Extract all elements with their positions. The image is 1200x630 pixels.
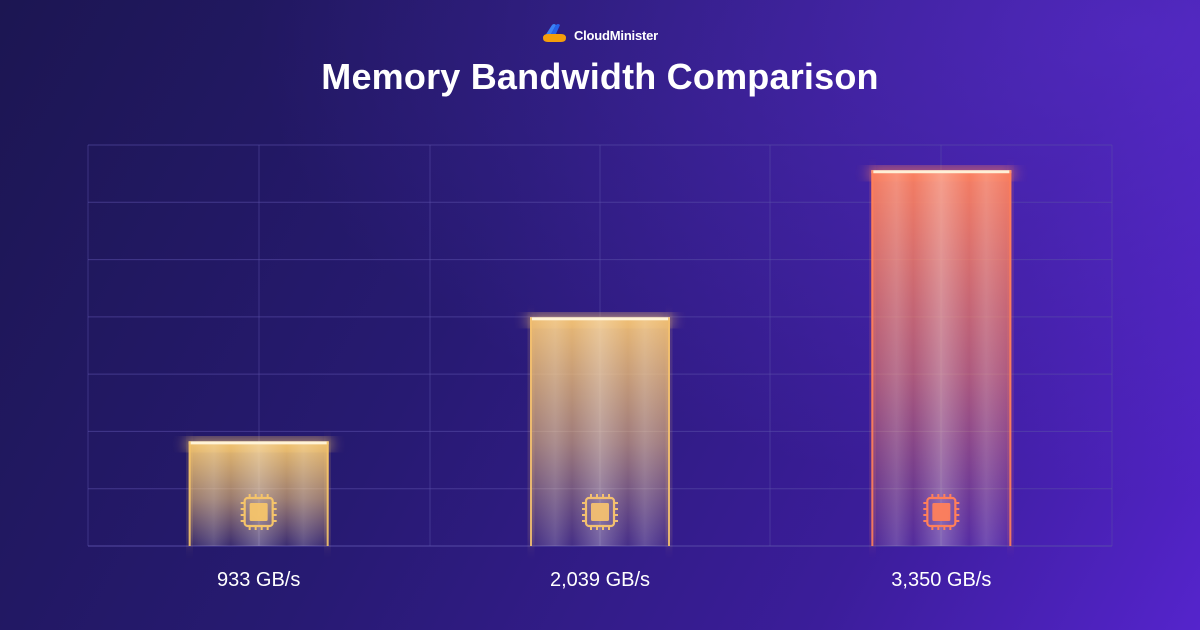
brand: CloudMinister	[0, 22, 1200, 49]
bar-edge	[668, 317, 670, 546]
brand-name: CloudMinister	[573, 28, 659, 43]
bar-value-label: 2,039 GB/s	[550, 569, 650, 591]
bar-edge	[530, 317, 532, 546]
bar	[186, 439, 331, 546]
bar-shine	[188, 441, 329, 546]
bar	[869, 168, 1014, 546]
bar-top-edge	[530, 317, 670, 321]
value-labels: 933 GB/s 2,039 GB/s 3,350 GB/s	[217, 569, 991, 591]
cpu-chip-icon	[240, 494, 277, 530]
bar-top-edge	[871, 170, 1012, 174]
bar-edge	[326, 441, 329, 546]
cpu-chip-icon	[923, 494, 960, 530]
bar-series	[186, 168, 1014, 546]
bar-value-label: 933 GB/s	[217, 569, 300, 591]
bar-top-edge	[188, 441, 329, 445]
bar-shine	[871, 170, 1012, 546]
chart-title: Memory Bandwidth Comparison	[321, 56, 879, 97]
bar-value-label: 3,350 GB/s	[891, 569, 991, 591]
bar-edge	[188, 441, 191, 546]
bar-edge	[871, 170, 874, 546]
bar-edge	[1009, 170, 1012, 546]
cpu-chip-icon	[582, 494, 618, 530]
cloud-logo-icon	[542, 22, 568, 49]
